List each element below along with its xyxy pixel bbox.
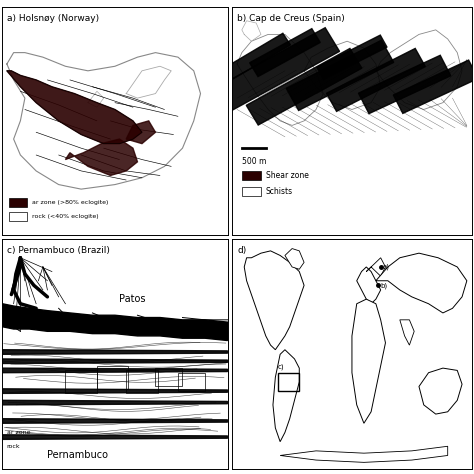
Polygon shape <box>2 419 228 423</box>
Text: Shear zone: Shear zone <box>266 171 309 180</box>
Text: b): b) <box>381 282 388 289</box>
Bar <box>178 373 205 391</box>
Polygon shape <box>65 139 137 175</box>
Text: c): c) <box>278 364 284 370</box>
Text: c) Pernambuco (Brazil): c) Pernambuco (Brazil) <box>7 246 110 255</box>
Bar <box>242 187 261 196</box>
Polygon shape <box>244 251 304 350</box>
Polygon shape <box>222 33 291 81</box>
Polygon shape <box>400 320 414 345</box>
Polygon shape <box>273 350 299 442</box>
Text: b) Cap de Creus (Spain): b) Cap de Creus (Spain) <box>237 14 345 23</box>
Polygon shape <box>2 435 228 439</box>
Polygon shape <box>317 35 387 79</box>
Text: a) Holsnøy (Norway): a) Holsnøy (Norway) <box>7 14 99 23</box>
Polygon shape <box>250 28 320 77</box>
Text: Schists: Schists <box>266 187 293 196</box>
Polygon shape <box>286 40 394 110</box>
Polygon shape <box>358 55 451 114</box>
Bar <box>242 171 261 180</box>
Bar <box>126 370 158 393</box>
Text: Pernambuco: Pernambuco <box>47 450 109 460</box>
Text: rock (<40% eclogite): rock (<40% eclogite) <box>32 214 98 219</box>
Polygon shape <box>126 121 155 144</box>
Text: rock: rock <box>7 444 20 449</box>
Polygon shape <box>2 304 228 340</box>
Polygon shape <box>2 389 228 393</box>
Polygon shape <box>393 60 474 113</box>
Bar <box>9 198 27 207</box>
Polygon shape <box>246 48 362 125</box>
Polygon shape <box>280 447 447 462</box>
Polygon shape <box>285 248 304 269</box>
Polygon shape <box>2 359 228 364</box>
Polygon shape <box>366 258 385 276</box>
Text: 500 m: 500 m <box>242 157 266 166</box>
Bar <box>9 212 27 221</box>
Polygon shape <box>7 71 142 144</box>
Bar <box>155 368 182 386</box>
Polygon shape <box>2 400 228 405</box>
Bar <box>278 373 299 391</box>
Polygon shape <box>2 350 228 355</box>
Bar <box>65 370 97 393</box>
Text: a): a) <box>383 264 390 270</box>
Polygon shape <box>327 48 425 111</box>
Polygon shape <box>352 299 385 423</box>
Text: Patos: Patos <box>119 294 146 304</box>
Bar <box>97 366 128 389</box>
Text: ar zone: ar zone <box>7 430 30 435</box>
Polygon shape <box>211 27 339 114</box>
Text: ar zone (>80% eclogite): ar zone (>80% eclogite) <box>32 201 108 205</box>
Polygon shape <box>2 368 228 373</box>
Polygon shape <box>376 253 467 313</box>
Polygon shape <box>419 368 462 414</box>
Text: d): d) <box>237 246 246 255</box>
Polygon shape <box>357 267 381 304</box>
